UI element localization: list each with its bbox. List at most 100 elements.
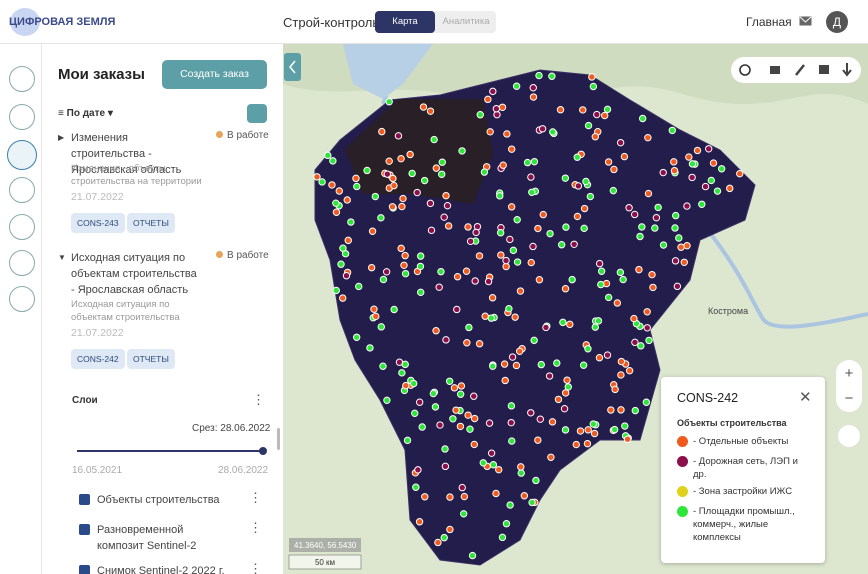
map-marker[interactable] — [332, 199, 340, 207]
map-marker[interactable] — [480, 168, 489, 176]
map-marker[interactable] — [421, 493, 429, 501]
map-marker[interactable] — [568, 275, 576, 284]
map-marker[interactable] — [485, 419, 494, 427]
map-marker[interactable] — [371, 192, 380, 201]
map-marker[interactable] — [528, 188, 536, 197]
map-marker[interactable] — [512, 82, 521, 90]
map-marker[interactable] — [499, 161, 507, 169]
reports-button[interactable]: ОТЧЕТЫ — [127, 213, 175, 233]
map-marker[interactable] — [352, 333, 361, 341]
map-marker[interactable] — [513, 258, 522, 266]
map-marker[interactable] — [329, 157, 337, 165]
map-marker[interactable] — [583, 439, 592, 448]
map-marker[interactable] — [717, 165, 726, 173]
map-marker[interactable] — [579, 106, 587, 114]
map-marker[interactable] — [487, 314, 495, 322]
map-marker[interactable] — [468, 551, 477, 560]
map-marker[interactable] — [444, 222, 453, 230]
map-marker[interactable] — [559, 318, 567, 327]
map-marker[interactable] — [475, 252, 484, 260]
map-marker[interactable] — [685, 153, 693, 161]
map-marker[interactable] — [437, 267, 445, 276]
map-marker[interactable] — [435, 283, 443, 291]
location-button[interactable] — [838, 425, 860, 447]
search-icon[interactable] — [739, 64, 751, 76]
map-marker[interactable] — [370, 305, 378, 313]
map-marker[interactable] — [456, 422, 465, 431]
map-marker[interactable] — [584, 121, 593, 130]
map-marker[interactable] — [630, 314, 638, 323]
map-marker[interactable] — [415, 398, 424, 406]
map-marker[interactable] — [588, 73, 596, 81]
map-marker[interactable] — [553, 359, 561, 367]
map-marker[interactable] — [426, 107, 435, 115]
map-marker[interactable] — [398, 369, 406, 377]
map-marker[interactable] — [595, 259, 604, 268]
map-marker[interactable] — [486, 128, 494, 136]
map-marker[interactable] — [464, 223, 472, 231]
map-marker[interactable] — [406, 150, 414, 159]
map-marker[interactable] — [379, 362, 387, 370]
map-marker[interactable] — [713, 187, 722, 195]
map-marker[interactable] — [372, 312, 380, 321]
map-marker[interactable] — [427, 226, 436, 235]
map-marker[interactable] — [411, 409, 419, 418]
map-marker[interactable] — [385, 157, 393, 165]
map-marker[interactable] — [619, 275, 627, 284]
map-marker[interactable] — [701, 182, 710, 191]
avatar[interactable]: Д — [826, 11, 848, 33]
map-marker[interactable] — [470, 392, 478, 400]
map-marker[interactable] — [532, 476, 540, 485]
map-marker[interactable] — [464, 411, 472, 419]
map-marker[interactable] — [502, 262, 510, 271]
map-marker[interactable] — [458, 147, 466, 155]
map-marker[interactable] — [470, 440, 478, 449]
map-marker[interactable] — [590, 429, 599, 438]
map-marker[interactable] — [389, 174, 397, 183]
map-marker[interactable] — [476, 111, 484, 119]
map-marker[interactable] — [625, 204, 633, 212]
map-marker[interactable] — [604, 293, 613, 302]
map-marker[interactable] — [342, 272, 351, 280]
logo[interactable]: ЦИФРОВАЯ ЗЕМЛЯ — [9, 16, 116, 28]
map-marker[interactable] — [390, 305, 398, 314]
map-marker[interactable] — [484, 277, 493, 286]
map-marker[interactable] — [604, 158, 613, 166]
map-marker[interactable] — [595, 354, 604, 362]
map-marker[interactable] — [631, 210, 639, 219]
map-marker[interactable] — [623, 435, 632, 443]
map-marker[interactable] — [508, 145, 516, 153]
map-marker[interactable] — [556, 106, 565, 114]
tab[interactable]: Аналитика — [442, 16, 490, 27]
map-marker[interactable] — [366, 344, 374, 352]
map-marker[interactable] — [415, 518, 424, 526]
map-marker[interactable] — [472, 228, 480, 237]
map-marker[interactable] — [479, 459, 487, 467]
nav-icon[interactable] — [9, 66, 35, 92]
map-marker[interactable] — [402, 381, 410, 390]
more[interactable]: ⋮ — [252, 392, 265, 407]
zoom-in[interactable]: + — [845, 365, 854, 382]
map-marker[interactable] — [353, 182, 361, 191]
map-marker[interactable] — [420, 176, 429, 185]
map-marker[interactable] — [508, 437, 516, 445]
map-marker[interactable] — [527, 173, 535, 181]
map-marker[interactable] — [399, 194, 407, 203]
map-marker[interactable] — [613, 299, 622, 307]
map-marker[interactable] — [591, 323, 599, 331]
map-marker[interactable] — [542, 323, 550, 332]
map-marker[interactable] — [453, 305, 461, 314]
map-marker[interactable] — [648, 270, 656, 279]
home-link[interactable]: Главная — [746, 15, 792, 29]
map-marker[interactable] — [508, 353, 517, 361]
collapse-button[interactable] — [284, 53, 301, 81]
tab[interactable]: Карта — [375, 11, 435, 33]
map-marker[interactable] — [643, 324, 651, 332]
map-marker[interactable] — [498, 533, 507, 542]
scrollbar[interactable] — [277, 428, 280, 450]
map-marker[interactable] — [488, 294, 497, 302]
map-marker[interactable] — [416, 262, 425, 271]
map-marker[interactable] — [617, 406, 625, 414]
map-marker[interactable] — [709, 159, 718, 167]
map-marker[interactable] — [529, 242, 537, 251]
